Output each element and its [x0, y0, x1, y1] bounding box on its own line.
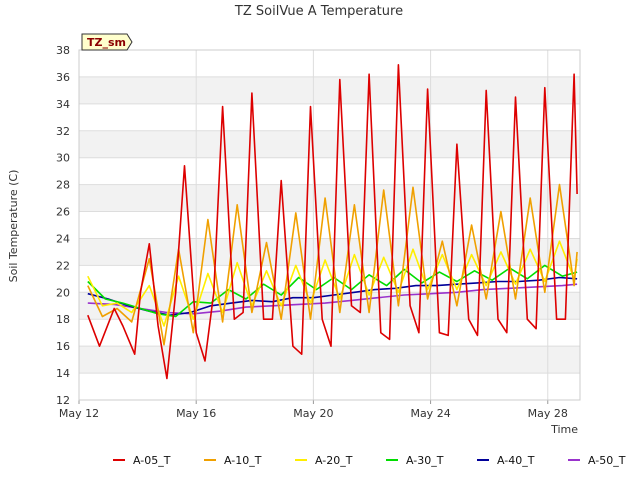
y-tick-label: 36 — [56, 71, 70, 84]
y-tick-label: 20 — [56, 286, 70, 299]
legend-label: A-40_T — [497, 454, 535, 467]
plot-band — [79, 346, 580, 374]
x-axis-label: Time — [550, 423, 578, 436]
y-tick-label: 22 — [56, 259, 70, 272]
y-tick-label: 24 — [56, 232, 70, 245]
x-tick-label: May 28 — [528, 407, 568, 420]
legend-item-a-10-t: A-10_T — [204, 454, 262, 467]
station-badge: TZ_sm — [81, 33, 133, 51]
plot-band — [79, 130, 580, 158]
y-tick-label: 16 — [56, 340, 70, 353]
y-tick-label: 30 — [56, 152, 70, 165]
y-tick-label: 14 — [56, 367, 70, 380]
series-lines — [87, 64, 578, 380]
legend-item-a-40-t: A-40_T — [477, 454, 535, 467]
y-axis-label: Soil Temperature (C) — [7, 170, 20, 283]
legend-item-a-05-t: A-05_T — [113, 454, 171, 467]
y-tick-label: 32 — [56, 125, 70, 138]
legend-label: A-30_T — [406, 454, 444, 467]
x-tick-label: May 12 — [59, 407, 99, 420]
series-line-a-20-t — [87, 240, 578, 327]
legend-label: A-20_T — [315, 454, 353, 467]
legend-label: A-05_T — [133, 454, 171, 467]
legend-label: A-50_T — [588, 454, 626, 467]
y-tick-label: 18 — [56, 313, 70, 326]
legend-item-a-20-t: A-20_T — [295, 454, 353, 467]
series-line-a-10-t — [87, 183, 578, 346]
plot-band — [79, 76, 580, 104]
x-tick-labels: May 12 May 16 May 20 May 24 May 28 — [59, 407, 568, 420]
plot-frame — [78, 49, 581, 401]
y-tick-label: 38 — [56, 44, 70, 57]
y-tick-label: 34 — [56, 98, 70, 111]
y-tick-label: 12 — [56, 394, 70, 407]
legend-item-a-50-t: A-50_T — [568, 454, 626, 467]
series-line-a-05-t — [87, 64, 578, 380]
legend-item-a-30-t: A-30_T — [386, 454, 444, 467]
x-tick-label: May 24 — [410, 407, 450, 420]
chart-title: TZ SoilVue A Temperature — [234, 4, 403, 19]
legend-label: A-10_T — [224, 454, 262, 467]
y-tick-labels: 12 14 16 18 20 22 24 26 28 30 32 34 36 38 — [56, 44, 70, 407]
badge-shape — [81, 33, 133, 51]
x-tick-label: May 16 — [176, 407, 216, 420]
y-tick-label: 26 — [56, 206, 70, 219]
badge-label: TZ_sm — [87, 36, 126, 49]
plot-band — [79, 184, 580, 212]
legend: A-05_T A-10_T A-20_T A-30_T A-40_T A-50_T — [113, 454, 626, 467]
x-tick-label: May 20 — [293, 407, 333, 420]
y-tick-label: 28 — [56, 179, 70, 192]
